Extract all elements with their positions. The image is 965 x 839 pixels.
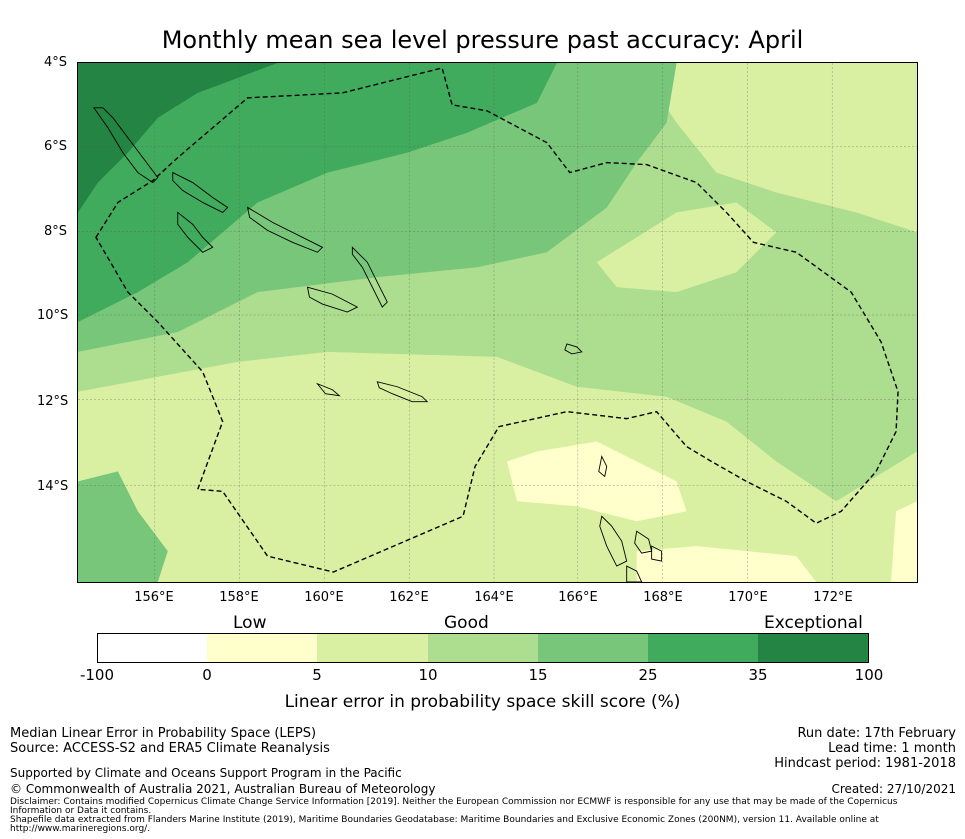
island-santa-cruz [564, 343, 583, 355]
colorbar-category-low: Low [233, 613, 267, 633]
gridlines [78, 63, 917, 582]
lon-label: 170°E [728, 590, 768, 605]
footer-hindcast: Hindcast period: 1981-2018 [774, 756, 956, 771]
disclaimer-line: Disclaimer: Contains modified Copernicus… [10, 797, 898, 807]
island-malaita [351, 246, 388, 308]
map-title: Monthly mean sea level pressure past acc… [161, 26, 804, 54]
lat-label: 10°S [37, 308, 69, 323]
island-south-vanuatu [626, 565, 643, 582]
colorbar-label: Linear error in probability space skill … [284, 692, 681, 712]
lon-label: 164°E [474, 590, 514, 605]
footer-lead-time: Lead time: 1 month [828, 741, 956, 756]
colorbar-tick: 5 [312, 666, 322, 684]
region-good-high-southwest [78, 471, 168, 582]
disclaimer-line: Shapefile data extracted from Flanders M… [10, 815, 879, 825]
lon-label: 160°E [304, 590, 344, 605]
island-santa-isabel [246, 206, 324, 253]
island-makira [376, 381, 429, 403]
colorbar-swatch [758, 633, 869, 663]
footer-run-date: Run date: 17th February [797, 726, 956, 741]
region-low-south [636, 546, 817, 582]
lon-label: 166°E [558, 590, 598, 605]
island-new-georgia [177, 211, 214, 253]
lat-label: 4°S [44, 55, 68, 70]
colorbar-tick: 0 [202, 666, 212, 684]
island-malekula [634, 530, 653, 554]
colorbar [97, 633, 869, 663]
region-low-east [891, 501, 917, 582]
coastlines [93, 107, 663, 582]
lat-label: 8°S [44, 224, 68, 239]
colorbar-tick: 25 [638, 666, 658, 684]
colorbar-tick: 15 [528, 666, 548, 684]
footer-copyright: © Commonwealth of Australia 2021, Austra… [10, 782, 436, 796]
colorbar-swatch [207, 633, 317, 663]
lat-label: 12°S [37, 394, 69, 409]
lon-label: 168°E [643, 590, 683, 605]
skill-map [77, 62, 918, 583]
colorbar-category-good: Good [444, 613, 489, 633]
colorbar-category-exceptional: Exceptional [764, 613, 863, 633]
colorbar-swatch [97, 633, 207, 663]
lon-label: 172°E [813, 590, 853, 605]
region-very-good [78, 63, 557, 323]
island-vanuatu-north [598, 455, 608, 478]
lon-label: 158°E [219, 590, 259, 605]
colorbar-tick: 35 [748, 666, 768, 684]
lon-label: 156°E [134, 590, 174, 605]
lat-label: 6°S [44, 139, 68, 154]
footer-support: Supported by Climate and Oceans Support … [10, 766, 402, 780]
island-guadalcanal [306, 286, 359, 313]
region-exceptional [78, 63, 278, 213]
lat-label: 14°S [37, 479, 69, 494]
footer-created: Created: 27/10/2021 [831, 782, 956, 796]
island-espiritu-santo [599, 515, 628, 567]
lon-label: 162°E [389, 590, 429, 605]
colorbar-tick: -100 [79, 666, 115, 684]
island-choiseul [172, 171, 229, 213]
colorbar-tick: 10 [418, 666, 438, 684]
disclaimer-line: Information or Data it contains. [10, 806, 152, 816]
island-bougainville [93, 107, 159, 184]
colorbar-swatch [428, 633, 538, 663]
region-low-centre [506, 441, 687, 522]
island-efate [651, 545, 663, 562]
footer-source: Source: ACCESS-S2 and ERA5 Climate Reana… [10, 741, 330, 756]
colorbar-swatch [648, 633, 758, 663]
island-rennell [316, 382, 341, 397]
region-good-low-centre [596, 202, 777, 293]
disclaimer-line: http://www.marineregions.org/. [10, 824, 151, 834]
region-good-low-east [776, 63, 917, 188]
colorbar-swatch [538, 633, 648, 663]
colorbar-tick: 100 [854, 666, 884, 684]
footer-method: Median Linear Error in Probability Space… [10, 726, 317, 741]
colorbar-swatch [317, 633, 428, 663]
